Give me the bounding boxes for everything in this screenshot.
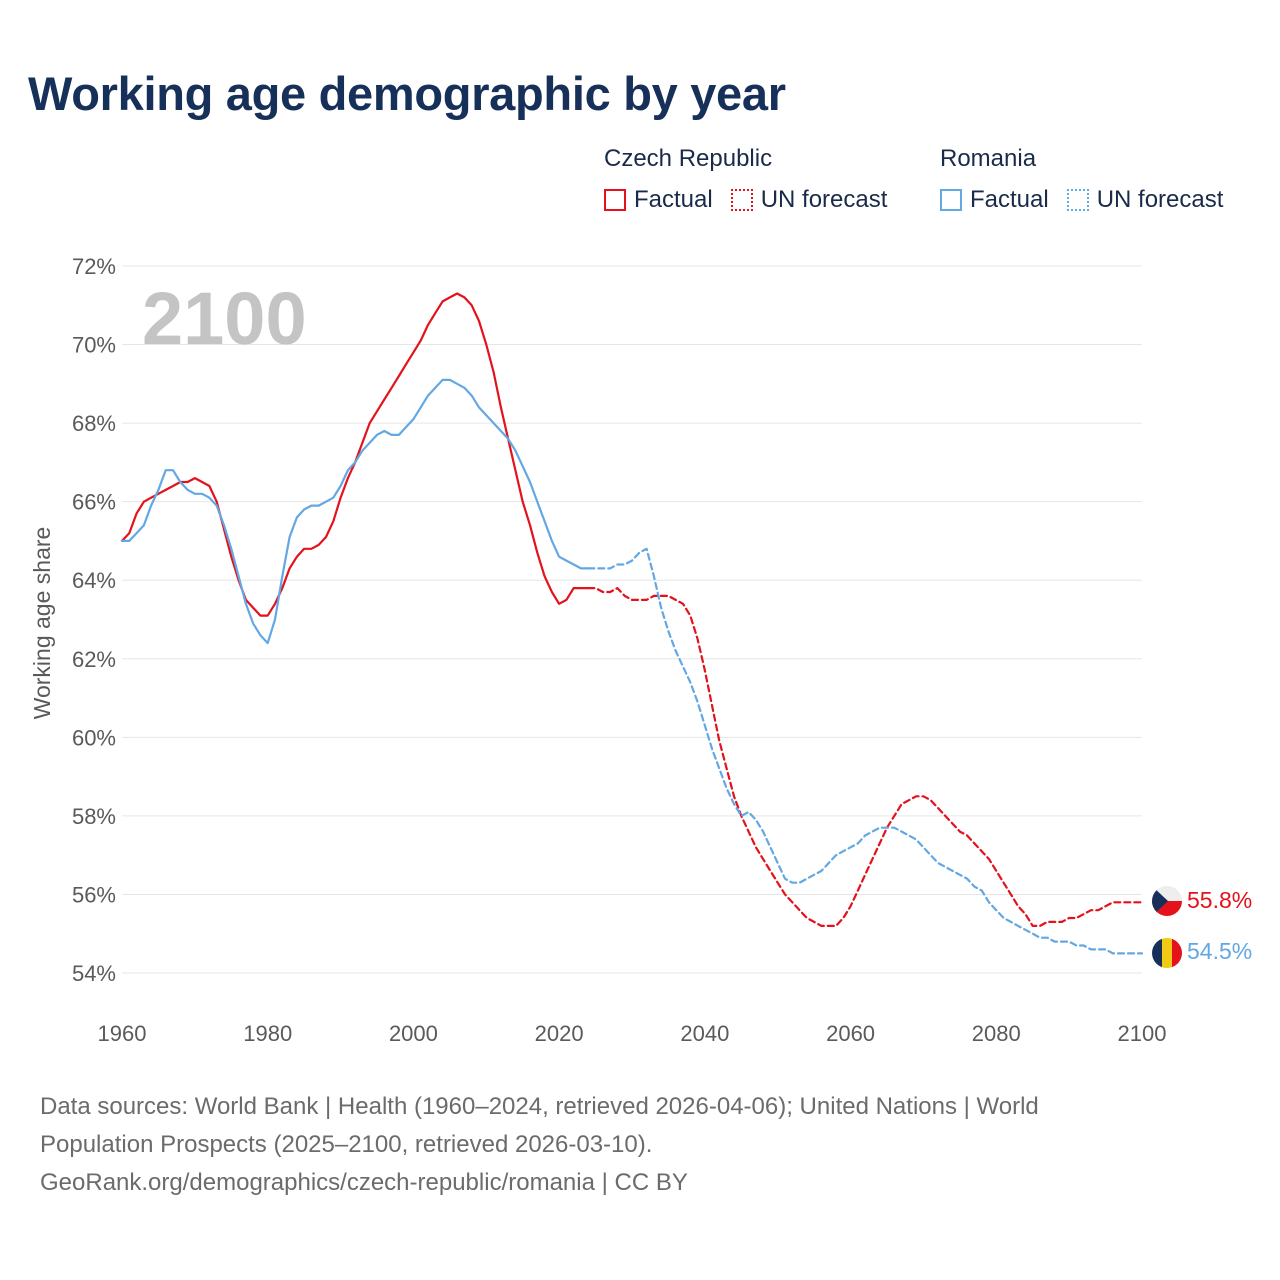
data-sources: Data sources: World Bank | Health (1960–… bbox=[40, 1088, 1240, 1202]
legend-czech-forecast[interactable]: UN forecast bbox=[730, 186, 888, 214]
czech-forecast-line[interactable] bbox=[587, 587, 1144, 927]
romania-end-value-label: 54.5% bbox=[1187, 938, 1252, 964]
romania-forecast-line[interactable] bbox=[587, 547, 1144, 955]
y-tick-label: 66% bbox=[72, 490, 116, 515]
y-tick-label: 62% bbox=[72, 647, 116, 672]
y-axis-label: Working age share bbox=[29, 527, 55, 720]
y-tick-label: 70% bbox=[72, 333, 116, 358]
series-lines bbox=[120, 292, 1144, 955]
romania-factual-line[interactable] bbox=[120, 378, 590, 645]
y-tick-label: 56% bbox=[72, 882, 116, 907]
y-tick-label: 58% bbox=[72, 804, 116, 829]
y-tick-label: 68% bbox=[72, 411, 116, 436]
romania-flag-icon bbox=[1152, 938, 1182, 968]
chart-title: Working age demographic by year bbox=[28, 67, 786, 120]
gridlines bbox=[122, 265, 1142, 974]
end-markers: 55.8% 54.5% bbox=[1152, 886, 1252, 968]
y-tick-label: 60% bbox=[72, 725, 116, 750]
legend-romania-forecast-label: UN forecast bbox=[1096, 186, 1224, 213]
x-tick-label: 2040 bbox=[680, 1021, 729, 1046]
sources-line-1: Data sources: World Bank | Health (1960–… bbox=[40, 1093, 1039, 1120]
czech-flag-icon bbox=[1152, 886, 1182, 916]
legend-czech-forecast-swatch bbox=[730, 189, 753, 211]
legend-romania-title: Romania bbox=[940, 145, 1037, 172]
legend-czech-factual-swatch bbox=[604, 189, 626, 211]
legend-czech-republic-title: Czech Republic bbox=[604, 145, 773, 172]
x-tick-label: 1960 bbox=[98, 1021, 147, 1046]
legend-romania: Romania Factual UN forecast bbox=[940, 144, 1223, 214]
czech-end-value-label: 55.8% bbox=[1187, 887, 1252, 913]
legend-romania-factual-swatch bbox=[940, 189, 962, 211]
y-tick-label: 64% bbox=[72, 568, 116, 593]
legend-romania-factual[interactable]: Factual bbox=[940, 186, 1049, 214]
legend-czech-republic: Czech Republic Factual UN forecast bbox=[604, 144, 887, 214]
legend-czech-forecast-label: UN forecast bbox=[760, 186, 888, 213]
y-tick-label: 54% bbox=[72, 961, 116, 986]
x-tick-label: 2080 bbox=[972, 1021, 1021, 1046]
x-axis-ticks: 1960 1980 2000 2020 2040 2060 2080 2100 bbox=[98, 1021, 1167, 1046]
y-axis-ticks: 54% 56% 58% 60% 62% 64% 66% 68% 70% 72% bbox=[72, 254, 116, 986]
sources-line-3[interactable]: GeoRank.org/demographics/czech-republic/… bbox=[40, 1169, 688, 1196]
x-tick-label: 2000 bbox=[389, 1021, 438, 1046]
x-tick-label: 2020 bbox=[535, 1021, 584, 1046]
legend-romania-forecast[interactable]: UN forecast bbox=[1066, 186, 1224, 214]
x-tick-label: 2060 bbox=[826, 1021, 875, 1046]
x-tick-label: 2100 bbox=[1118, 1021, 1167, 1046]
y-tick-label: 72% bbox=[72, 254, 116, 279]
legend-romania-forecast-swatch bbox=[1066, 189, 1089, 211]
sources-line-2: Population Prospects (2025–2100, retriev… bbox=[40, 1131, 653, 1158]
legend-czech-factual-label: Factual bbox=[634, 186, 713, 213]
x-tick-label: 1980 bbox=[243, 1021, 292, 1046]
legend-romania-factual-label: Factual bbox=[970, 186, 1049, 213]
current-year-label: 2100 bbox=[142, 277, 307, 360]
legend-czech-factual[interactable]: Factual bbox=[604, 186, 713, 214]
